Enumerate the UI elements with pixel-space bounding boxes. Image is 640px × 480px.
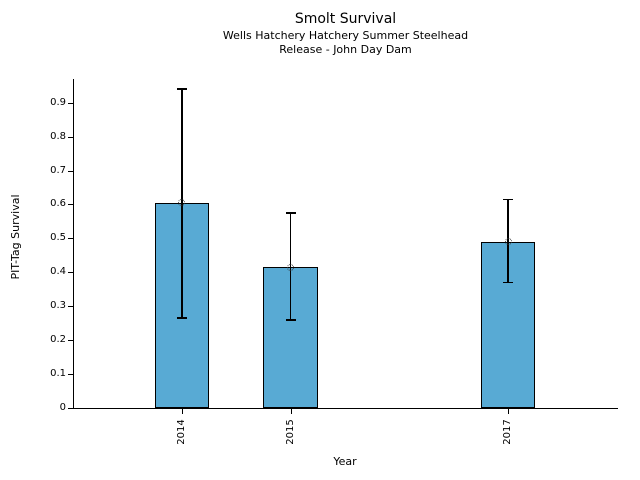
y-tick-label: 0.6 <box>50 198 66 210</box>
error-bar-cap-top <box>503 198 514 201</box>
chart-subtitle-line-2: Release - John Day Dam <box>279 43 412 56</box>
y-axis-spine <box>73 79 74 409</box>
y-tick <box>68 408 73 409</box>
y-tick-label: 0.9 <box>50 96 66 108</box>
data-point-marker <box>178 199 186 207</box>
y-tick <box>68 102 73 104</box>
x-tick <box>290 409 292 414</box>
y-tick-label: 0.3 <box>50 300 66 312</box>
y-tick <box>68 340 73 342</box>
error-bar-cap-top <box>285 212 296 214</box>
error-bar-cap-bottom <box>285 319 296 321</box>
error-bar-cap-bottom <box>503 281 514 284</box>
y-tick-label: 0 <box>59 402 66 413</box>
x-tick-label: 2014 <box>175 419 187 445</box>
y-tick <box>68 136 73 138</box>
x-tick-label: 2017 <box>502 419 514 445</box>
y-tick-label: 0.8 <box>50 130 66 142</box>
error-bar-cap-bottom <box>176 317 187 319</box>
y-axis-label: PIT-Tag Survival <box>9 194 22 280</box>
y-tick <box>68 272 73 274</box>
error-bar-cap-top <box>176 88 187 90</box>
y-tick-label: 0.5 <box>50 232 66 244</box>
y-tick-label: 0.2 <box>50 334 66 346</box>
x-tick <box>181 409 183 414</box>
chart-subtitle-line-1: Wells Hatchery Hatchery Summer Steelhead <box>222 29 469 42</box>
x-axis-spine <box>73 408 618 409</box>
data-point-marker <box>504 238 512 246</box>
chart-title: Smolt Survival <box>294 11 397 27</box>
y-tick <box>68 204 73 206</box>
y-tick <box>68 170 73 172</box>
x-axis-label: Year <box>333 455 357 468</box>
y-tick-label: 0.4 <box>50 266 66 278</box>
y-tick-label: 0.7 <box>50 164 66 176</box>
y-tick <box>68 306 73 308</box>
y-tick <box>68 374 73 376</box>
data-point-marker <box>287 263 295 271</box>
x-tick-label: 2015 <box>284 419 296 445</box>
x-tick <box>508 409 510 414</box>
y-tick <box>68 238 73 240</box>
title-block: Smolt Survival Wells Hatchery Hatchery S… <box>74 10 617 57</box>
y-tick-label: 0.1 <box>50 368 66 380</box>
